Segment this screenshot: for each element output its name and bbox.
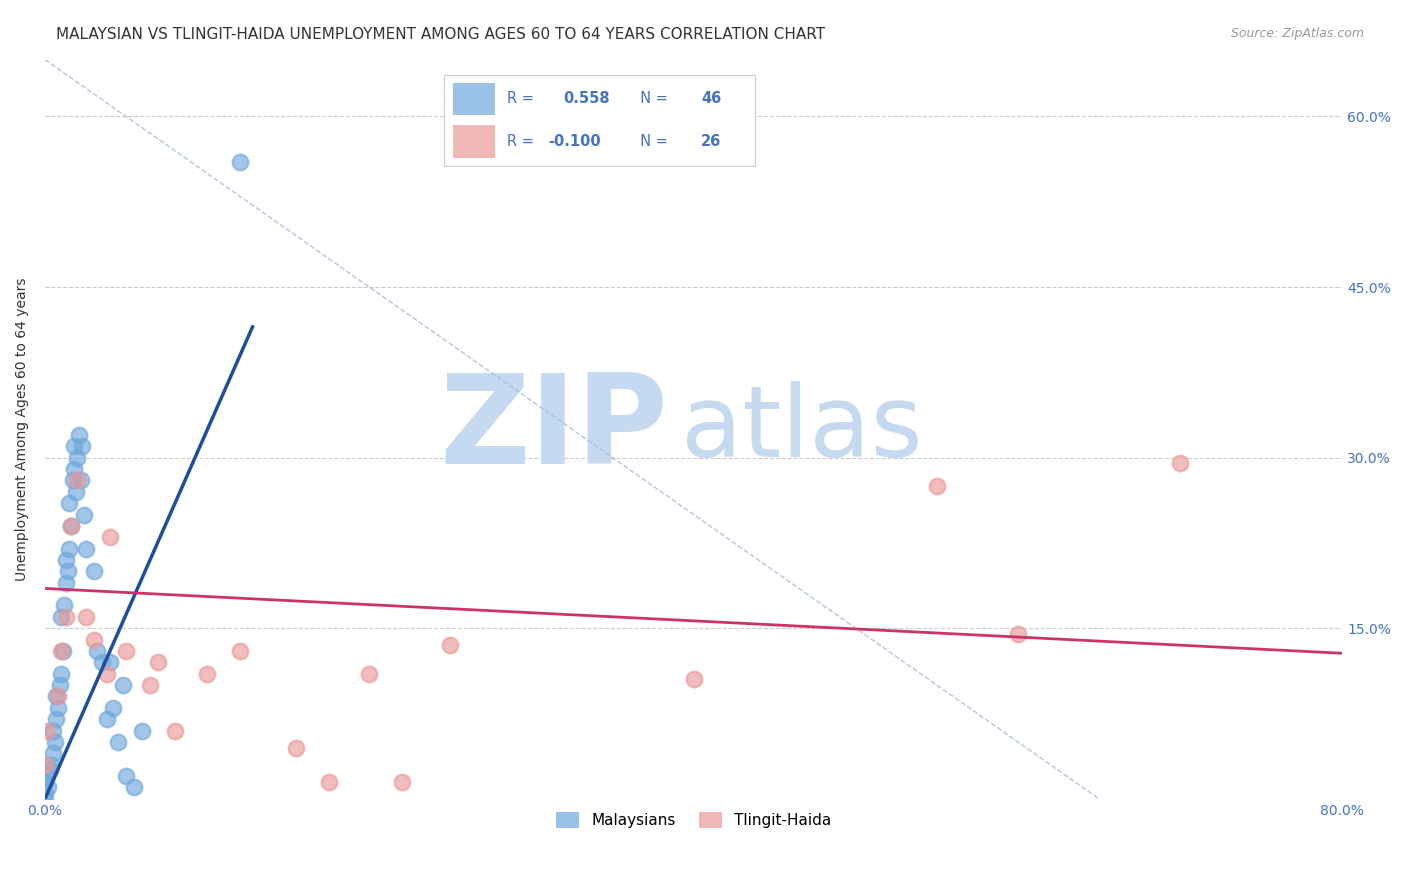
Point	[56, 565, 79, 579]
Point	[98, 656, 121, 670]
Point	[1168, 456, 1191, 470]
Point	[59, 519, 82, 533]
Point	[195, 666, 218, 681]
Legend: Malaysians, Tlingit-Haida: Malaysians, Tlingit-Haida	[548, 805, 838, 836]
Point	[55, 610, 77, 624]
Point	[122, 780, 145, 795]
Point	[62, 474, 84, 488]
Point	[42, 747, 65, 761]
Point	[285, 740, 308, 755]
Point	[53, 599, 76, 613]
Point	[925, 479, 948, 493]
Point	[107, 735, 129, 749]
Point	[75, 610, 97, 624]
Point	[90, 656, 112, 670]
Point	[35, 723, 58, 738]
Point	[96, 666, 118, 681]
Point	[83, 632, 105, 647]
Point	[75, 541, 97, 556]
Point	[115, 769, 138, 783]
Point	[115, 644, 138, 658]
Point	[45, 712, 67, 726]
Text: Source: ZipAtlas.com: Source: ZipAtlas.com	[1230, 27, 1364, 40]
Point	[391, 774, 413, 789]
Point	[66, 474, 89, 488]
Point	[58, 541, 80, 556]
Point	[83, 565, 105, 579]
Point	[46, 690, 69, 704]
Point	[45, 690, 67, 704]
Point	[682, 673, 704, 687]
Point	[55, 575, 77, 590]
Point	[98, 530, 121, 544]
Point	[34, 757, 56, 772]
Point	[131, 723, 153, 738]
Point	[66, 450, 89, 465]
Point	[41, 757, 63, 772]
Point	[55, 553, 77, 567]
Point	[101, 701, 124, 715]
Point	[96, 712, 118, 726]
Point	[67, 428, 90, 442]
Point	[163, 723, 186, 738]
Point	[228, 644, 250, 658]
Point	[86, 644, 108, 658]
Point	[59, 519, 82, 533]
Point	[35, 769, 58, 783]
Text: MALAYSIAN VS TLINGIT-HAIDA UNEMPLOYMENT AMONG AGES 60 TO 64 YEARS CORRELATION CH: MALAYSIAN VS TLINGIT-HAIDA UNEMPLOYMENT …	[56, 27, 825, 42]
Point	[58, 496, 80, 510]
Point	[65, 484, 87, 499]
Y-axis label: Unemployment Among Ages 60 to 64 years: Unemployment Among Ages 60 to 64 years	[15, 277, 30, 581]
Point	[439, 638, 461, 652]
Point	[44, 735, 66, 749]
Point	[34, 774, 56, 789]
Point	[1007, 627, 1029, 641]
Point	[63, 439, 86, 453]
Point	[51, 666, 73, 681]
Point	[51, 610, 73, 624]
Point	[52, 644, 75, 658]
Point	[139, 678, 162, 692]
Point	[46, 701, 69, 715]
Point	[37, 780, 59, 795]
Point	[69, 474, 91, 488]
Text: ZIP: ZIP	[439, 368, 668, 490]
Text: atlas: atlas	[681, 381, 922, 478]
Point	[148, 656, 170, 670]
Point	[318, 774, 340, 789]
Point	[111, 678, 134, 692]
Point	[72, 439, 94, 453]
Point	[51, 644, 73, 658]
Point	[38, 764, 60, 778]
Point	[63, 462, 86, 476]
Point	[34, 792, 56, 806]
Point	[228, 155, 250, 169]
Point	[42, 723, 65, 738]
Point	[34, 786, 56, 800]
Point	[359, 666, 381, 681]
Point	[48, 678, 70, 692]
Point	[73, 508, 96, 522]
